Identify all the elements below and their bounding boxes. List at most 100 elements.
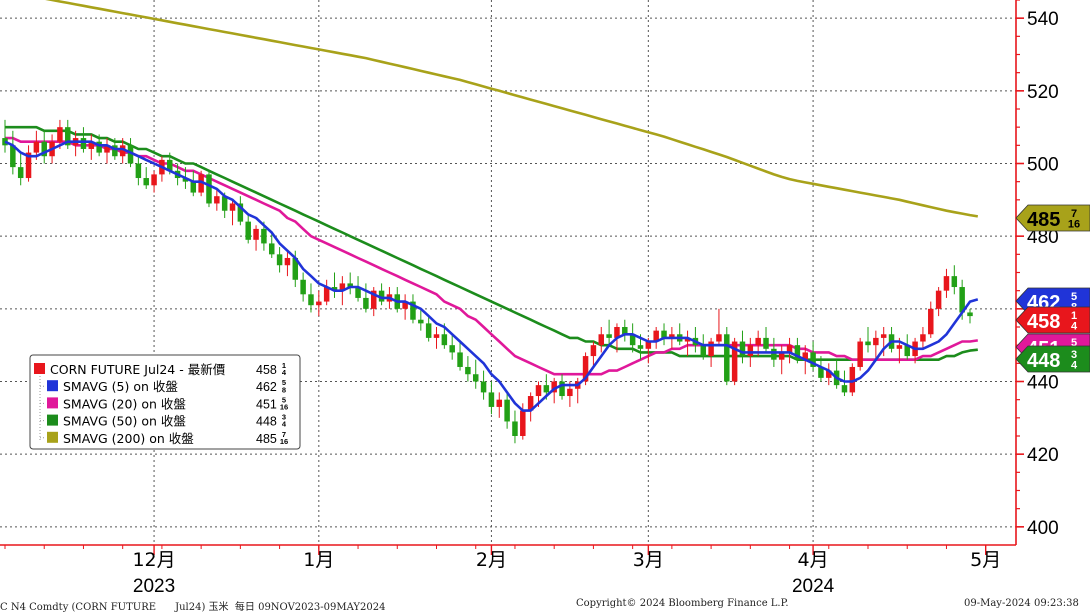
fraction-numerator: 5 <box>282 395 286 404</box>
y-tick-label: 480 <box>1027 227 1059 248</box>
candle <box>214 196 220 204</box>
candle <box>928 308 934 335</box>
x-tick-label: 4月 <box>798 549 829 571</box>
fraction-denominator: 4 <box>282 420 287 429</box>
candle <box>606 334 612 338</box>
candle <box>818 366 824 378</box>
candle <box>433 334 440 338</box>
fraction-denominator: 16 <box>1068 218 1080 230</box>
candle <box>425 323 432 338</box>
x-axis: 12月 2023 1月 2月 3月 4月 2024 5月 <box>0 544 1016 597</box>
candle <box>496 399 503 407</box>
y-tick-label: 420 <box>1027 445 1059 466</box>
candle <box>127 145 134 164</box>
candle <box>841 385 848 393</box>
candle <box>700 345 706 357</box>
candle <box>755 337 761 346</box>
candle <box>598 334 605 346</box>
candle <box>143 178 149 186</box>
candle <box>637 345 644 349</box>
grid <box>0 0 1016 545</box>
candle <box>339 283 346 291</box>
candle <box>378 290 385 302</box>
candle <box>488 392 495 407</box>
value-tag-shape <box>1015 204 1090 232</box>
footer-ticker: C N4 Comdty (CORN FUTURE Jul24) 玉米 每日 09… <box>0 602 386 613</box>
candle <box>331 287 338 291</box>
candle <box>551 381 557 393</box>
candle <box>253 228 259 240</box>
x-year-label: 2023 <box>133 576 175 597</box>
y-tick-label: 540 <box>1027 9 1059 30</box>
sma200-line <box>45 0 979 218</box>
x-tick-label: 3月 <box>633 549 664 571</box>
candle <box>826 370 832 378</box>
x-tick-label: 1月 <box>303 549 334 571</box>
candle <box>771 348 777 360</box>
footer-copyright: Copyright© 2024 Bloomberg Finance L.P. <box>576 598 789 609</box>
candle <box>449 345 455 353</box>
x-year-label: 2024 <box>792 576 835 597</box>
candle <box>951 276 958 288</box>
value-tag-shape <box>1015 306 1090 334</box>
candle <box>80 138 87 149</box>
candle <box>410 301 416 320</box>
y-tick-label: 440 <box>1027 373 1059 394</box>
candle <box>402 301 408 309</box>
fraction-numerator: 3 <box>282 413 286 422</box>
sma5-series <box>4 140 979 412</box>
legend-label: CORN FUTURE Jul24 - 最新價 <box>50 362 226 377</box>
value-tag: 448 34 <box>1015 345 1090 373</box>
fraction-numerator: 5 <box>1071 291 1077 303</box>
candle <box>943 276 950 291</box>
candle <box>614 327 620 338</box>
fraction-numerator: 1 <box>1071 310 1077 322</box>
candle <box>543 385 550 393</box>
candle <box>167 159 173 171</box>
candle <box>920 334 926 342</box>
candle <box>669 334 675 338</box>
candle <box>794 345 801 360</box>
candle <box>65 127 71 146</box>
legend-value: 485 <box>256 432 277 446</box>
candle <box>559 381 565 397</box>
candle <box>41 141 47 157</box>
candle <box>300 279 306 295</box>
x-tick-label: 12月 <box>132 549 175 571</box>
legend-swatch <box>47 380 58 392</box>
candle <box>747 345 754 357</box>
candle <box>57 127 63 142</box>
candle <box>25 152 32 179</box>
legend-label: SMAVG (5) on 收盤 <box>63 379 178 394</box>
candle <box>308 294 314 306</box>
legend-frame <box>29 354 301 450</box>
value-tag: 485 716 <box>1015 204 1090 232</box>
candle <box>527 396 534 411</box>
candle <box>653 330 659 342</box>
value-tag-text: 458 <box>1027 311 1060 333</box>
candle <box>292 257 299 280</box>
candle <box>261 228 267 244</box>
fraction-denominator: 16 <box>280 437 288 446</box>
candle <box>896 345 903 349</box>
fraction-denominator: 4 <box>282 368 287 377</box>
candle <box>865 341 871 346</box>
candle <box>935 290 942 309</box>
candle <box>457 352 463 367</box>
candle <box>904 345 910 357</box>
fraction-denominator: 8 <box>282 385 286 394</box>
value-tags: 485716462584581445151644834 <box>1015 204 1090 373</box>
fraction-numerator: 5 <box>282 378 286 387</box>
candle <box>724 334 730 382</box>
candle <box>206 174 212 204</box>
footer-timestamp: 09-May-2024 09:23:38 <box>964 598 1079 609</box>
legend-label: SMAVG (20) on 收盤 <box>63 396 186 411</box>
candle <box>763 337 769 349</box>
candle <box>802 352 808 360</box>
candle <box>629 334 636 346</box>
candle <box>520 410 526 436</box>
candle <box>582 356 589 382</box>
candle <box>645 341 652 349</box>
candle <box>661 330 667 338</box>
